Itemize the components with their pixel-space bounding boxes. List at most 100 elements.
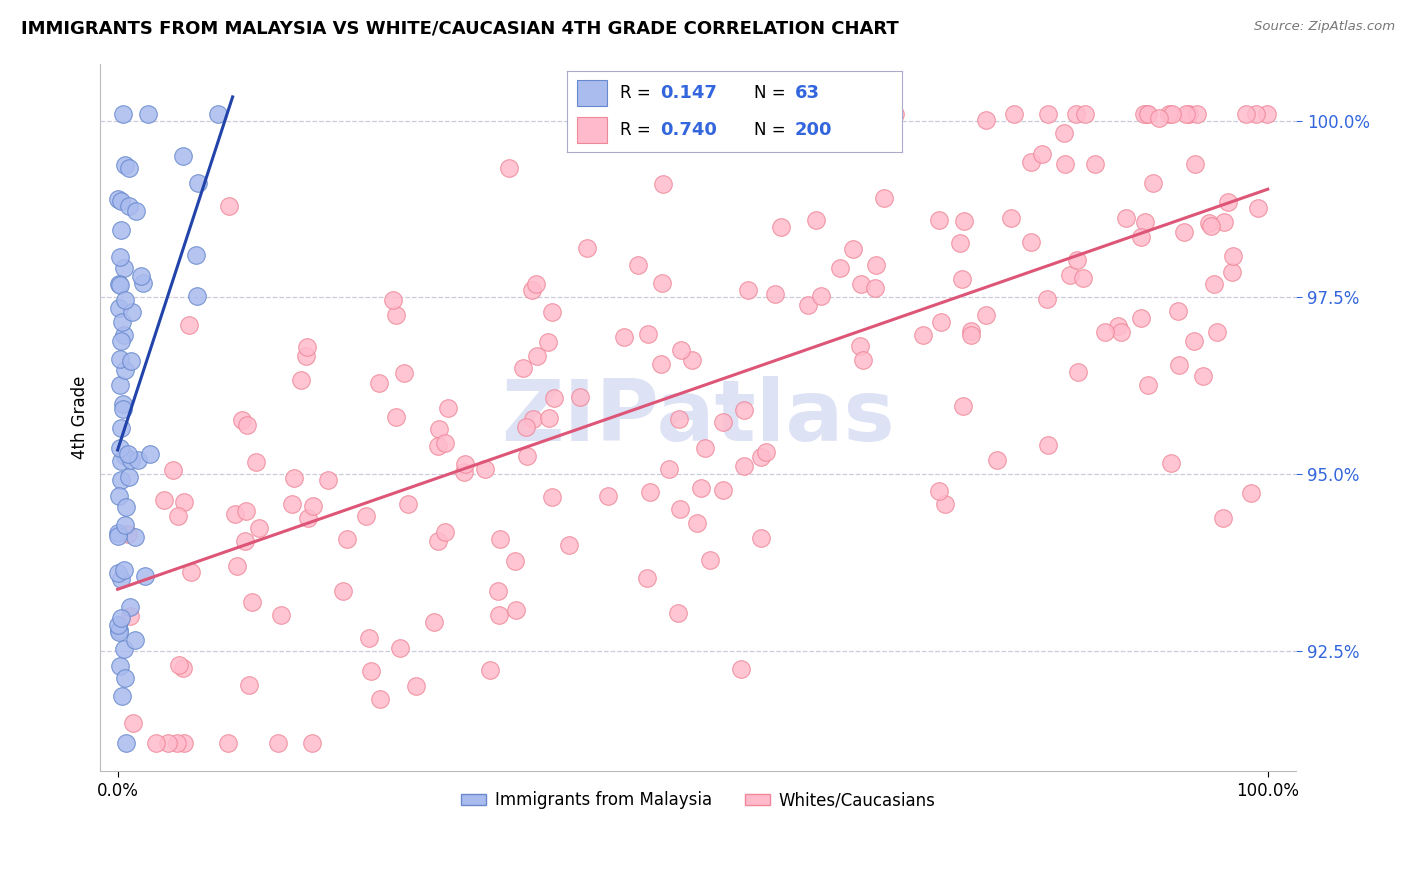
Point: [1074, 106, 1097, 120]
Point: [117, 161, 139, 175]
Point: [1173, 225, 1195, 239]
Point: [693, 441, 716, 455]
Point: [281, 497, 304, 511]
Point: [540, 491, 562, 505]
Point: [489, 532, 512, 546]
Point: [512, 361, 534, 376]
Point: [136, 106, 159, 120]
Point: [173, 495, 195, 509]
Point: [125, 203, 148, 218]
Point: [121, 354, 143, 368]
Point: [267, 736, 290, 750]
Point: [711, 483, 734, 497]
Point: [797, 298, 820, 312]
Point: [167, 658, 190, 673]
Point: [1000, 211, 1022, 225]
Point: [107, 618, 129, 632]
Point: [368, 376, 391, 391]
Point: [681, 352, 703, 367]
Point: [668, 412, 690, 426]
Point: [177, 318, 200, 333]
Point: [427, 421, 450, 435]
Point: [1019, 235, 1042, 249]
Point: [112, 327, 135, 342]
Point: [238, 678, 260, 692]
Point: [110, 454, 132, 468]
Point: [671, 343, 693, 357]
Point: [1159, 106, 1181, 120]
Point: [730, 663, 752, 677]
Point: [1182, 334, 1205, 349]
Point: [522, 411, 544, 425]
Point: [392, 366, 415, 380]
Point: [453, 466, 475, 480]
Point: [852, 352, 875, 367]
Point: [217, 736, 239, 750]
Point: [111, 689, 134, 703]
Point: [949, 236, 972, 251]
Point: [1212, 510, 1234, 524]
Point: [112, 261, 135, 276]
Point: [650, 357, 672, 371]
Point: [699, 553, 721, 567]
Point: [172, 149, 194, 163]
Point: [756, 108, 779, 122]
Point: [302, 499, 325, 513]
Point: [245, 455, 267, 469]
Point: [114, 363, 136, 377]
Point: [749, 450, 772, 465]
Point: [121, 305, 143, 319]
Point: [613, 330, 636, 344]
Point: [162, 463, 184, 477]
Point: [638, 485, 661, 500]
Point: [928, 483, 950, 498]
Point: [515, 420, 537, 434]
Point: [354, 509, 377, 524]
Point: [359, 631, 381, 645]
Point: [157, 736, 180, 750]
Point: [1066, 252, 1088, 267]
Point: [636, 571, 658, 585]
Point: [297, 511, 319, 525]
Point: [569, 390, 592, 404]
Point: [382, 293, 405, 307]
Point: [1177, 106, 1199, 120]
Point: [728, 106, 751, 120]
Point: [1133, 107, 1156, 121]
Point: [110, 351, 132, 366]
Point: [172, 661, 194, 675]
Point: [652, 177, 675, 191]
Point: [1205, 325, 1227, 339]
Point: [1247, 201, 1270, 215]
Point: [849, 277, 872, 291]
Point: [883, 106, 905, 120]
Point: [1109, 325, 1132, 339]
Point: [953, 214, 976, 228]
Point: [120, 453, 142, 467]
Point: [226, 559, 249, 574]
Point: [873, 191, 896, 205]
Point: [505, 603, 527, 617]
Point: [488, 608, 510, 623]
Point: [666, 607, 689, 621]
Point: [986, 453, 1008, 467]
Point: [110, 378, 132, 392]
Point: [1129, 230, 1152, 244]
Point: [1036, 106, 1059, 120]
Point: [110, 611, 132, 625]
Text: IMMIGRANTS FROM MALAYSIA VS WHITE/CAUCASIAN 4TH GRADE CORRELATION CHART: IMMIGRANTS FROM MALAYSIA VS WHITE/CAUCAS…: [21, 20, 898, 37]
Point: [115, 736, 138, 750]
Point: [1160, 106, 1182, 120]
Y-axis label: 4th Grade: 4th Grade: [72, 376, 89, 459]
Point: [733, 458, 755, 473]
Point: [960, 325, 983, 339]
Point: [360, 664, 382, 678]
Point: [763, 286, 786, 301]
Point: [974, 113, 997, 128]
Point: [207, 106, 229, 120]
Point: [1175, 106, 1198, 120]
Point: [737, 283, 759, 297]
Point: [129, 269, 152, 284]
Point: [297, 340, 319, 354]
Point: [1244, 106, 1267, 120]
